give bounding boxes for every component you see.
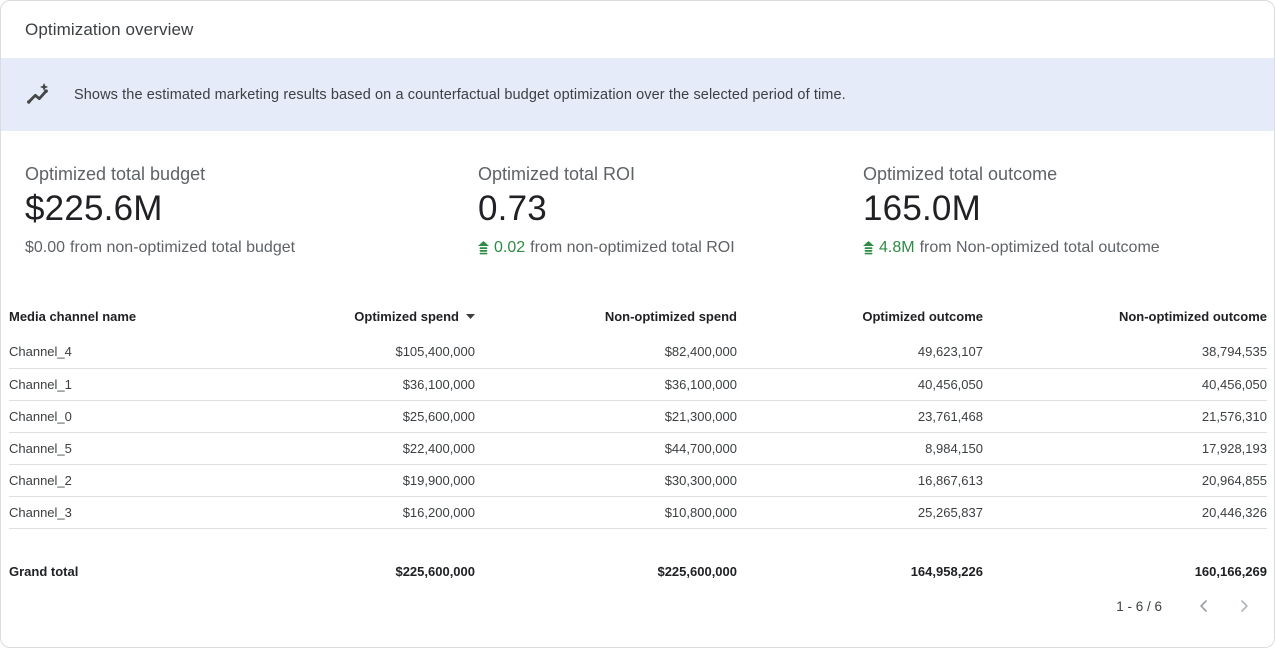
kpi-value: $225.6M — [25, 189, 163, 228]
grand-total-non-optimized-spend: $225,600,000 — [657, 563, 737, 579]
optimized-spend-cell: $36,100,000 — [249, 368, 475, 401]
non-optimized-spend-cell: $44,700,000 — [475, 432, 737, 465]
kpi-value: 0.73 — [478, 189, 547, 228]
chevron-right-icon — [1241, 600, 1248, 612]
non-optimized-outcome-cell: 38,794,535 — [983, 336, 1267, 369]
column-header-non-optimized-outcome[interactable]: Non-optimized outcome — [1118, 309, 1267, 324]
table-row: Channel_3 $16,200,000 $10,800,000 25,265… — [9, 496, 1267, 529]
kpi-optimized-total-roi: Optimized total ROI 0.73 0.02 from non-o… — [478, 162, 863, 259]
channel-name-cell: Channel_2 — [9, 464, 249, 497]
non-optimized-spend-cell: $10,800,000 — [475, 496, 737, 529]
table-row: Channel_5 $22,400,000 $44,700,000 8,984,… — [9, 432, 1267, 465]
grand-total-label: Grand total — [9, 563, 79, 579]
kpi-delta: 4.8M from Non-optimized total outcome — [863, 237, 1274, 259]
channel-name-cell: Channel_1 — [9, 368, 249, 401]
table-pagination: 1 - 6 / 6 — [1, 591, 1256, 621]
sort-desc-icon — [466, 314, 475, 319]
column-header-non-optimized-spend[interactable]: Non-optimized spend — [604, 309, 737, 324]
spacer-row — [9, 528, 1267, 555]
grand-total-row: Grand total $225,600,000 $225,600,000 16… — [9, 555, 1267, 587]
chevron-left-icon — [1200, 600, 1207, 612]
optimized-spend-cell: $22,400,000 — [249, 432, 475, 465]
non-optimized-outcome-cell: 40,456,050 — [983, 368, 1267, 401]
non-optimized-spend-cell: $82,400,000 — [475, 336, 737, 369]
table-row: Channel_4 $105,400,000 $82,400,000 49,62… — [9, 336, 1267, 369]
kpi-row: Optimized total budget $225.6M $0.00 fro… — [1, 131, 1274, 259]
delta-suffix: from non-optimized total ROI — [530, 239, 735, 256]
delta-amount: 0.02 — [494, 239, 526, 256]
channels-table: Media channel name Optimized spend Non-o… — [9, 305, 1267, 587]
grand-total-optimized-spend: $225,600,000 — [395, 563, 475, 579]
non-optimized-outcome-cell: 21,576,310 — [983, 400, 1267, 433]
table-row: Channel_0 $25,600,000 $21,300,000 23,761… — [9, 400, 1267, 433]
optimized-spend-cell: $25,600,000 — [249, 400, 475, 433]
optimized-spend-cell: $19,900,000 — [249, 464, 475, 497]
non-optimized-spend-cell: $21,300,000 — [475, 400, 737, 433]
table-row: Channel_2 $19,900,000 $30,300,000 16,867… — [9, 464, 1267, 497]
table-row: Channel_1 $36,100,000 $36,100,000 40,456… — [9, 368, 1267, 401]
non-optimized-outcome-cell: 17,928,193 — [983, 432, 1267, 465]
optimized-outcome-cell: 25,265,837 — [737, 496, 983, 529]
kpi-value: 165.0M — [863, 189, 981, 228]
table-header-row: Media channel name Optimized spend Non-o… — [9, 305, 1267, 336]
optimized-outcome-cell: 49,623,107 — [737, 336, 983, 369]
kpi-label: Optimized total budget — [25, 164, 206, 184]
optimized-outcome-cell: 40,456,050 — [737, 368, 983, 401]
non-optimized-spend-cell: $36,100,000 — [475, 368, 737, 401]
arrow-up-icon — [478, 241, 489, 255]
delta-suffix: from Non-optimized total outcome — [919, 239, 1160, 256]
optimized-outcome-cell: 16,867,613 — [737, 464, 983, 497]
card-header: Optimization overview — [1, 1, 1274, 58]
channel-name-cell: Channel_0 — [9, 400, 249, 433]
kpi-delta: $0.00 from non-optimized total budget — [25, 237, 478, 259]
column-header-optimized-outcome[interactable]: Optimized outcome — [862, 309, 983, 324]
insights-icon — [27, 82, 49, 104]
non-optimized-outcome-cell: 20,446,326 — [983, 496, 1267, 529]
delta-suffix: from non-optimized total budget — [70, 239, 296, 256]
kpi-delta: 0.02 from non-optimized total ROI — [478, 237, 863, 259]
optimized-spend-cell: $16,200,000 — [249, 496, 475, 529]
non-optimized-spend-cell: $30,300,000 — [475, 464, 737, 497]
channel-name-cell: Channel_3 — [9, 496, 249, 529]
non-optimized-outcome-cell: 20,964,855 — [983, 464, 1267, 497]
optimized-outcome-cell: 8,984,150 — [737, 432, 983, 465]
kpi-optimized-total-outcome: Optimized total outcome 165.0M 4.8M from… — [863, 162, 1274, 259]
channel-name-cell: Channel_5 — [9, 432, 249, 465]
delta-amount: $0.00 — [25, 239, 66, 256]
channel-name-cell: Channel_4 — [9, 336, 249, 369]
column-header-optimized-spend[interactable]: Optimized spend — [249, 305, 475, 336]
optimized-outcome-cell: 23,761,468 — [737, 400, 983, 433]
column-header-media-channel-name[interactable]: Media channel name — [9, 309, 137, 324]
kpi-optimized-total-budget: Optimized total budget $225.6M $0.00 fro… — [25, 162, 478, 259]
arrow-up-icon — [863, 241, 874, 255]
optimized-spend-cell: $105,400,000 — [249, 336, 475, 369]
grand-total-optimized-outcome: 164,958,226 — [910, 563, 983, 579]
kpi-label: Optimized total ROI — [478, 164, 636, 184]
grand-total-non-optimized-outcome: 160,166,269 — [1194, 563, 1267, 579]
next-page-button[interactable] — [1232, 594, 1256, 618]
page-title: Optimization overview — [25, 19, 194, 39]
pagination-range: 1 - 6 / 6 — [1116, 598, 1162, 614]
delta-amount: 4.8M — [879, 239, 915, 256]
info-banner: Shows the estimated marketing results ba… — [1, 58, 1274, 131]
previous-page-button[interactable] — [1192, 594, 1216, 618]
banner-text: Shows the estimated marketing results ba… — [74, 86, 846, 103]
kpi-label: Optimized total outcome — [863, 164, 1058, 184]
